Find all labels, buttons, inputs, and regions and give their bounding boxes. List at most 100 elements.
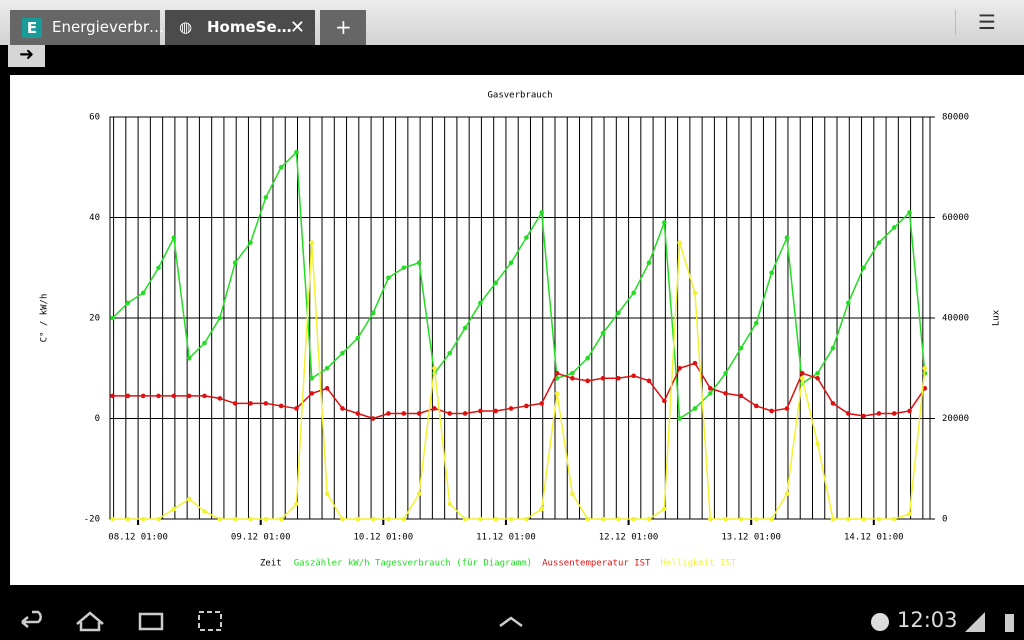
clock: 12:03 [897, 608, 958, 632]
y2-tick-label: 20000 [942, 414, 969, 424]
data-point [110, 516, 115, 522]
home-button[interactable] [76, 611, 104, 632]
menu-button[interactable]: ☰ [978, 10, 996, 34]
data-point [753, 403, 759, 409]
data-point [432, 365, 437, 371]
legend-entry: Gaszähler kW/h Tagesverbrauch (für Diagr… [294, 559, 532, 569]
data-point [416, 260, 422, 266]
data-point [769, 516, 774, 522]
y-tick-label: 0 [95, 414, 100, 424]
data-point [156, 265, 161, 271]
tab-title: HomeSe… [207, 18, 292, 36]
data-point [140, 393, 146, 399]
data-point [723, 391, 728, 396]
data-point [815, 370, 820, 376]
data-point [524, 403, 529, 409]
data-point [217, 396, 223, 401]
data-point [447, 350, 453, 356]
y-tick-label: 60 [89, 113, 100, 123]
screenshot-button[interactable] [198, 611, 222, 631]
data-point [202, 340, 207, 346]
data-point [309, 240, 315, 245]
series-line [112, 150, 926, 420]
data-point [202, 393, 207, 399]
data-point [845, 516, 851, 522]
back-arrow[interactable]: ➜ [8, 45, 45, 67]
data-point [600, 516, 606, 522]
data-point [738, 345, 744, 351]
data-point [631, 373, 636, 379]
close-tab[interactable]: ✕ [289, 17, 305, 38]
data-point [891, 516, 897, 522]
data-point [355, 335, 361, 341]
data-point [539, 401, 545, 406]
data-point [278, 403, 284, 409]
data-point [876, 516, 882, 522]
data-point [876, 411, 882, 416]
data-point [263, 195, 269, 200]
data-point [876, 240, 882, 245]
data-point [340, 350, 345, 356]
data-point [248, 401, 253, 406]
tab-icon: ◍ [179, 18, 193, 36]
y2-axis-label: Lux [992, 309, 1002, 326]
up-button[interactable] [499, 616, 523, 628]
tab[interactable]: E Energieverbr… [10, 10, 164, 45]
data-point [723, 516, 728, 522]
x-tick-label: 12.12 01:00 [599, 533, 659, 543]
chart-title: Gasverbrauch [487, 91, 552, 101]
new-tab[interactable]: + [320, 10, 366, 45]
legend-title: Zeit [260, 559, 282, 569]
data-point [799, 370, 805, 376]
data-point [907, 511, 912, 517]
data-point [401, 265, 407, 271]
data-point [156, 516, 161, 522]
data-point [248, 516, 253, 522]
y2-tick-label: 60000 [942, 213, 969, 223]
data-point [769, 408, 774, 414]
data-point [447, 501, 453, 507]
back-button[interactable] [21, 610, 42, 628]
content: Gasverbrauch -20 0 20 40 60 0 20000 40000 60000 80… [10, 75, 1024, 585]
data-point [845, 411, 851, 416]
data-point [493, 408, 499, 414]
data-point [554, 391, 560, 396]
data-point [370, 416, 376, 421]
data-point [922, 386, 928, 391]
data-point [738, 393, 744, 399]
data-point [110, 393, 115, 399]
signal-icon [965, 612, 985, 632]
data-point [753, 516, 759, 522]
data-point [646, 260, 652, 266]
data-point [845, 300, 851, 306]
data-point [692, 290, 698, 296]
data-point [294, 501, 299, 507]
y-axis-label: C° / kW/h [40, 294, 50, 343]
data-point [600, 376, 606, 381]
data-point [524, 516, 529, 522]
data-point [478, 516, 483, 522]
data-point [294, 149, 299, 155]
tab[interactable]: ◍ HomeSe… ✕ [165, 10, 315, 45]
x-tick-label: 14.12 01:00 [844, 533, 904, 543]
data-point [324, 386, 330, 391]
data-point [570, 491, 575, 497]
data-point [432, 406, 437, 411]
data-point [524, 235, 529, 240]
data-point [171, 235, 177, 240]
nav-icons [21, 610, 1014, 632]
data-point [202, 509, 207, 514]
y2-tick-label: 0 [942, 515, 947, 525]
data-point [416, 491, 422, 497]
recent-button[interactable] [138, 612, 164, 631]
data-point [186, 496, 192, 502]
data-point [907, 210, 912, 215]
data-point [539, 210, 545, 215]
data-point [493, 516, 499, 522]
x-tick-label: 10.12 01:00 [354, 533, 414, 543]
y2-tick-label: 80000 [942, 113, 969, 123]
data-point [708, 516, 713, 522]
data-point [616, 310, 621, 316]
x-tick-label: 13.12 01:00 [721, 533, 781, 543]
